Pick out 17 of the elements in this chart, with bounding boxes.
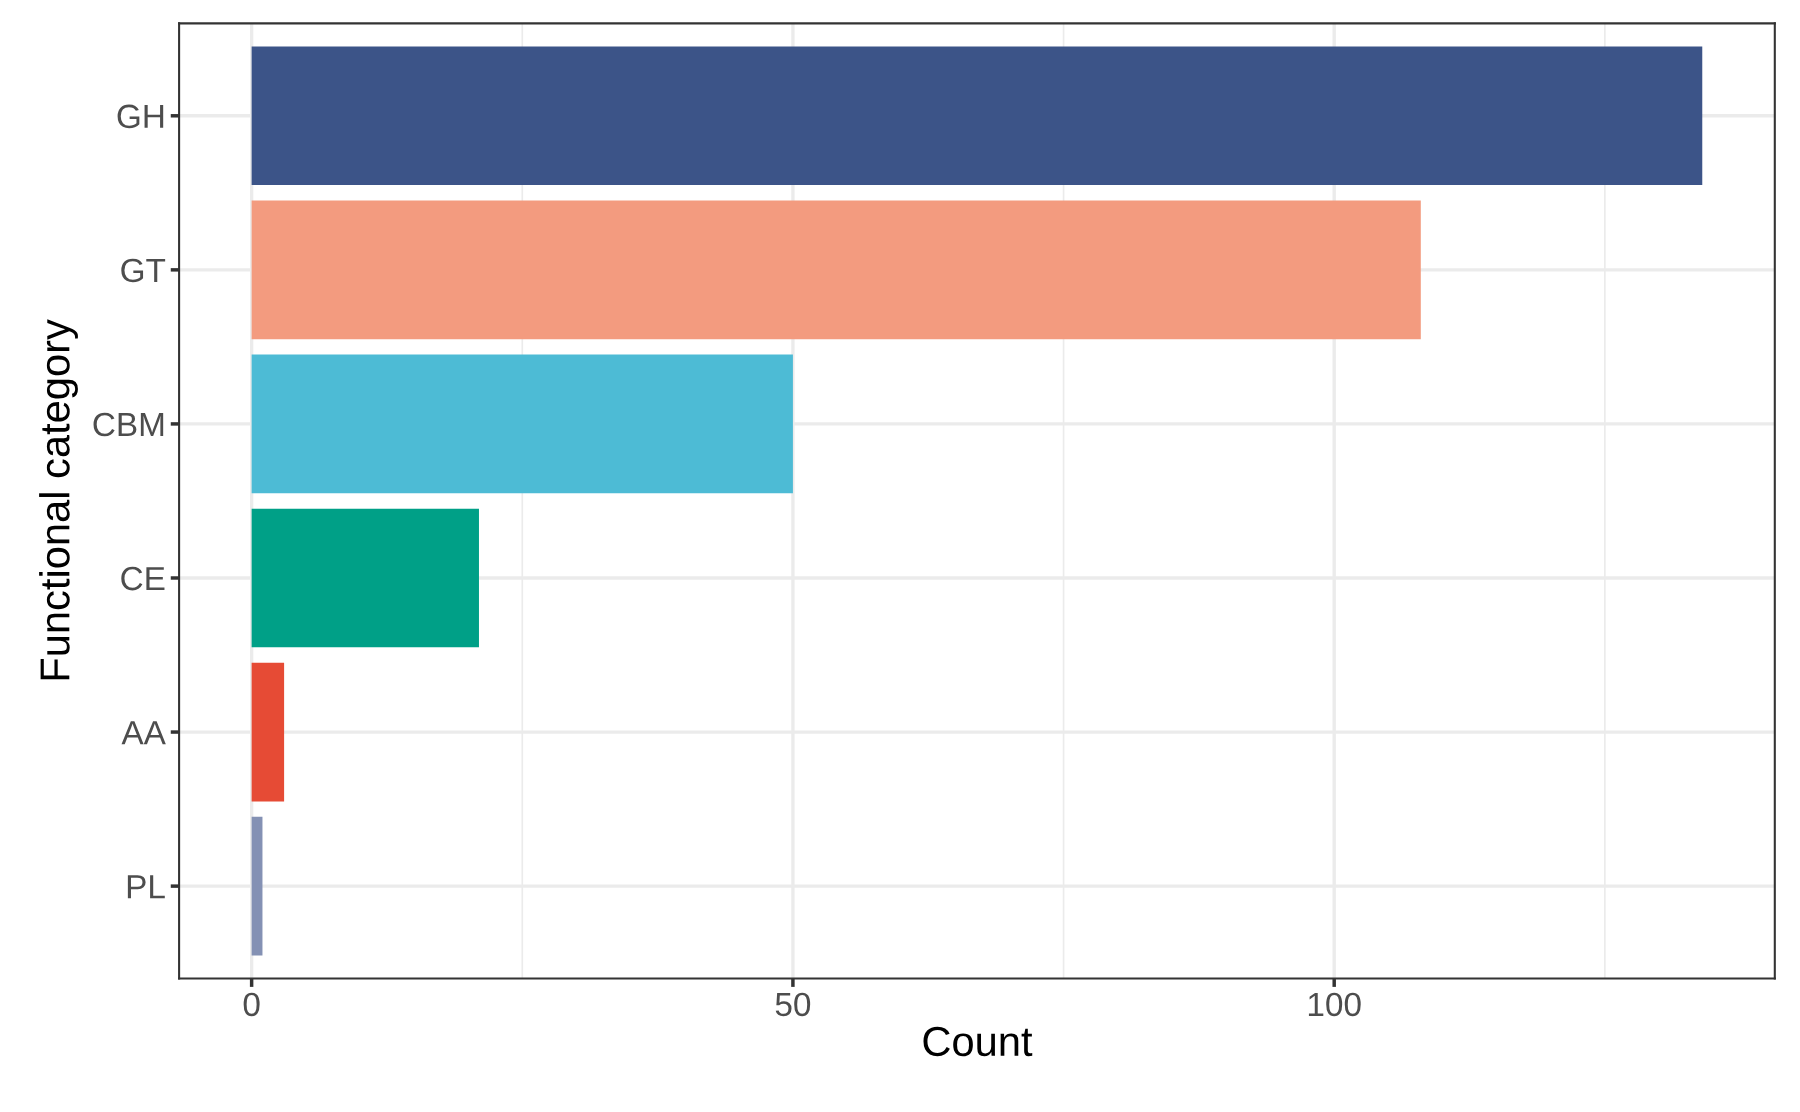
bar — [251, 200, 1421, 340]
y-tick-label: AA — [121, 721, 166, 745]
bar — [251, 46, 1703, 186]
x-tick-label: 0 — [243, 992, 260, 1017]
x-tick-label: 100 — [1308, 992, 1361, 1017]
x-tick-label: 50 — [775, 992, 811, 1017]
bar — [251, 354, 793, 494]
y-axis-title: Functional category — [39, 319, 78, 680]
y-tick-label: CBM — [93, 412, 164, 437]
y-tick-label: CE — [121, 566, 165, 591]
bar — [251, 816, 263, 956]
y-tick-label: GH — [117, 104, 164, 129]
y-tick-label: GT — [121, 258, 166, 283]
y-tick-label: PL — [127, 875, 165, 899]
x-axis-title: Count — [923, 1026, 1033, 1057]
bar — [251, 662, 285, 802]
bar — [251, 508, 479, 648]
